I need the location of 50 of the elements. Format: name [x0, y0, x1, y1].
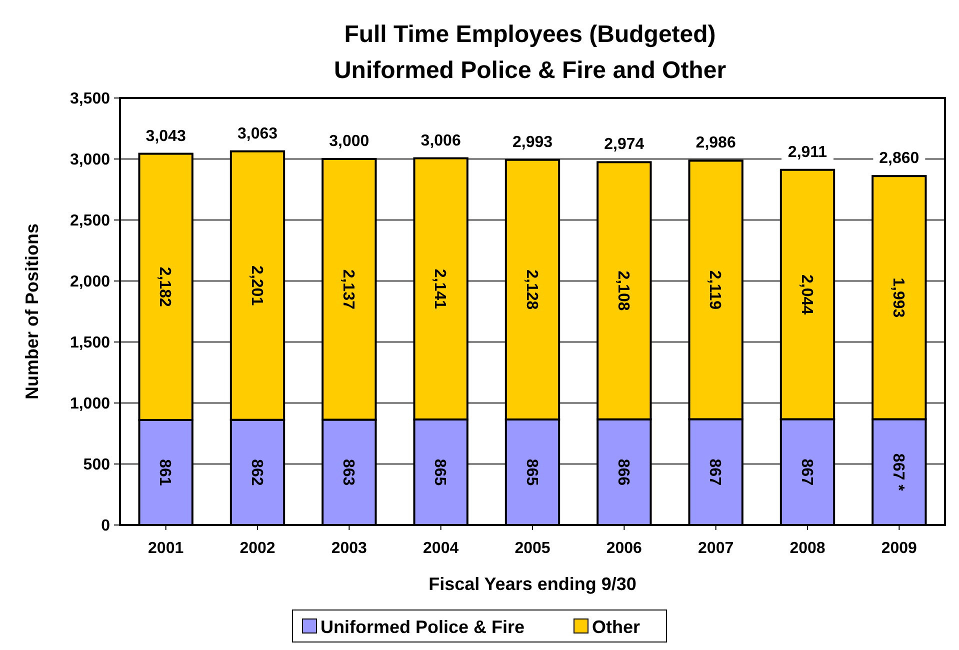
data-label: 862 [248, 459, 265, 486]
total-label: 2,974 [604, 136, 644, 154]
x-tick-label: 2003 [331, 540, 368, 557]
data-label: 1,993 [890, 278, 907, 318]
total-label: 2,986 [696, 134, 736, 152]
data-label: 867 [706, 458, 724, 486]
x-tick-label: 2008 [790, 540, 826, 557]
data-label: 2,141 [431, 268, 448, 309]
data-label: 2,128 [522, 270, 540, 310]
x-tick-label: 2001 [148, 540, 184, 557]
total-label: 2,860 [879, 150, 920, 168]
data-label: 2,044 [798, 274, 815, 315]
legend-label: Uniformed Police & Fire [320, 617, 525, 637]
data-label: 867 * [890, 453, 907, 492]
y-tick-label: 3,500 [70, 90, 110, 108]
x-tick-label: 2007 [698, 540, 734, 557]
total-label: 3,043 [146, 128, 186, 145]
y-tick-label: 500 [83, 456, 110, 474]
y-tick-label: 0 [101, 518, 110, 535]
total-label: 3,063 [237, 125, 278, 142]
x-tick-label: 2002 [240, 540, 276, 557]
y-tick-label: 2,000 [70, 274, 110, 291]
data-label: 2,108 [614, 270, 632, 311]
y-axis-title: Number of Positions [22, 223, 42, 400]
data-label: 2,182 [156, 266, 174, 307]
data-label: 863 [340, 459, 357, 486]
y-tick-label: 1,500 [70, 334, 110, 352]
data-label: 2,119 [706, 270, 724, 310]
total-label: 2,993 [512, 134, 553, 151]
x-axis-title: Fiscal Years ending 9/30 [428, 574, 636, 594]
x-tick-label: 2004 [423, 540, 459, 557]
x-tick-label: 2006 [606, 540, 642, 557]
data-label: 867 [798, 458, 815, 486]
data-label: 865 [522, 458, 540, 486]
data-label: 866 [614, 458, 632, 486]
chart-subtitle: Uniformed Police & Fire and Other [334, 57, 726, 84]
total-label: 3,006 [420, 132, 461, 150]
chart-title: Full Time Employees (Budgeted) [344, 21, 716, 48]
data-label: 2,201 [248, 266, 265, 306]
total-label: 3,000 [329, 133, 370, 150]
legend-label: Other [592, 617, 640, 637]
total-label: 2,911 [788, 144, 828, 161]
y-tick-label: 3,000 [70, 152, 110, 169]
x-tick-label: 2005 [514, 540, 550, 557]
data-label: 861 [156, 459, 174, 486]
y-tick-label: 2,500 [70, 212, 110, 230]
y-tick-label: 1,000 [70, 396, 110, 413]
x-tick-label: 2009 [881, 540, 918, 557]
data-label: 2,137 [340, 269, 357, 310]
data-label: 865 [431, 458, 448, 486]
